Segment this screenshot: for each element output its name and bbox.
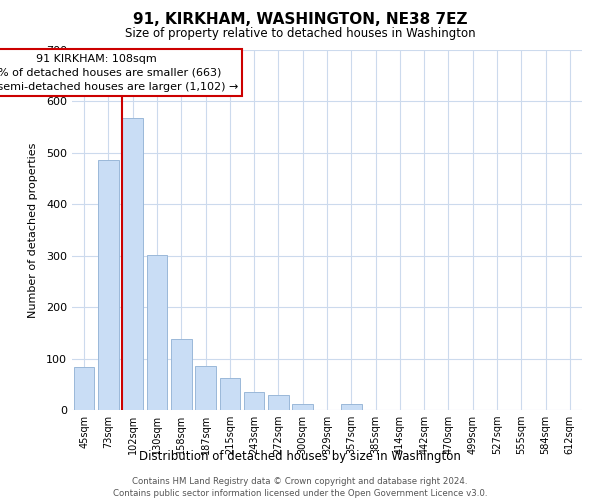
Bar xyxy=(268,394,289,410)
Text: 91, KIRKHAM, WASHINGTON, NE38 7EZ: 91, KIRKHAM, WASHINGTON, NE38 7EZ xyxy=(133,12,467,28)
Bar xyxy=(220,378,240,410)
Bar xyxy=(341,404,362,410)
Text: Contains public sector information licensed under the Open Government Licence v3: Contains public sector information licen… xyxy=(113,489,487,498)
Bar xyxy=(292,404,313,410)
Y-axis label: Number of detached properties: Number of detached properties xyxy=(28,142,38,318)
Text: Size of property relative to detached houses in Washington: Size of property relative to detached ho… xyxy=(125,28,475,40)
Text: 91 KIRKHAM: 108sqm
← 37% of detached houses are smaller (663)
62% of semi-detach: 91 KIRKHAM: 108sqm ← 37% of detached hou… xyxy=(0,54,238,92)
Bar xyxy=(244,392,265,410)
Bar xyxy=(195,366,216,410)
Bar xyxy=(146,254,167,410)
Text: Contains HM Land Registry data © Crown copyright and database right 2024.: Contains HM Land Registry data © Crown c… xyxy=(132,478,468,486)
Text: Distribution of detached houses by size in Washington: Distribution of detached houses by size … xyxy=(139,450,461,463)
Bar xyxy=(171,338,191,410)
Bar xyxy=(98,160,119,410)
Bar xyxy=(74,368,94,410)
Bar xyxy=(122,118,143,410)
